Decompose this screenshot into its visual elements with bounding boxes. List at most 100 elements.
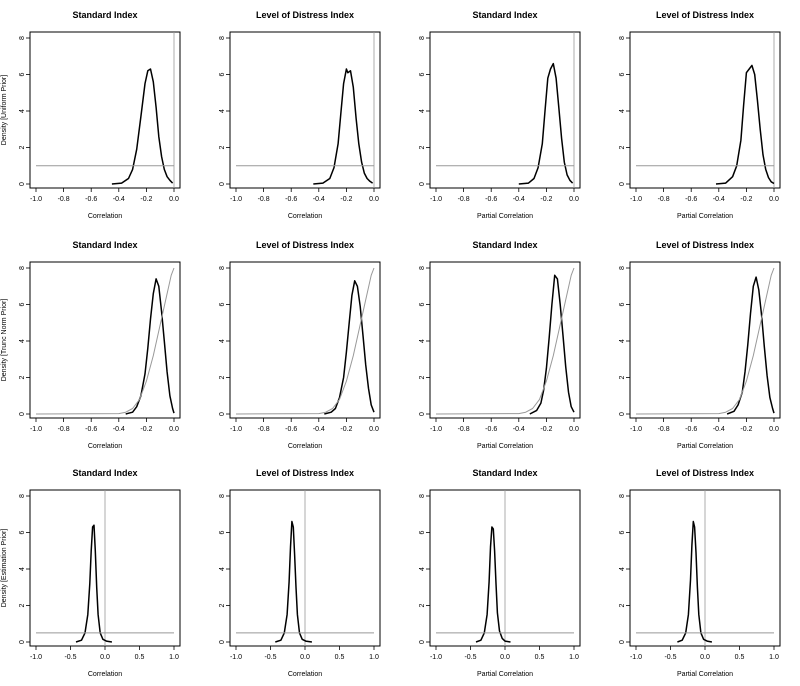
y-tick-label: 6	[619, 302, 626, 306]
posterior-density-line	[726, 276, 775, 415]
y-tick-label: 8	[419, 36, 426, 40]
posterior-density-line	[75, 524, 113, 643]
y-tick-label: 2	[219, 145, 226, 149]
y-tick-label: 2	[19, 145, 26, 149]
y-tick-label: 2	[419, 375, 426, 379]
x-tick-label: 0.0	[369, 196, 379, 203]
y-tick-label: 6	[219, 302, 226, 306]
x-tick-label: -0.8	[658, 196, 670, 203]
y-tick-label: 4	[19, 567, 26, 571]
plot-frame	[229, 31, 381, 189]
x-axis-label: Correlation	[288, 213, 322, 220]
y-tick-label: 4	[219, 339, 226, 343]
chart-title: Level of Distress Index	[656, 468, 754, 478]
x-tick-label: -0.8	[58, 196, 70, 203]
x-tick-label: -0.2	[740, 426, 752, 433]
chart-title: Level of Distress Index	[256, 468, 354, 478]
y-tick-label: 2	[619, 603, 626, 607]
y-tick-label: 4	[19, 109, 26, 113]
y-tick-label: 8	[19, 36, 26, 40]
y-tick-label: 0	[19, 182, 26, 186]
y-axis-label: Density [Uniform Prior]	[1, 75, 8, 145]
x-tick-label: -1.0	[430, 426, 442, 433]
y-tick-label: 2	[219, 603, 226, 607]
y-axis-label: Density [Trunc Norm Prior]	[1, 299, 8, 382]
posterior-density-line	[475, 526, 511, 643]
chart-title: Level of Distress Index	[256, 240, 354, 250]
x-axis-label: Partial Correlation	[477, 213, 533, 220]
x-tick-label: -1.0	[430, 196, 442, 203]
x-tick-label: 0.0	[569, 426, 579, 433]
prior-density-line	[635, 267, 775, 415]
y-tick-label: 8	[219, 36, 226, 40]
y-tick-label: 4	[19, 339, 26, 343]
x-axis-label: Partial Correlation	[677, 213, 733, 220]
chart-title: Standard Index	[72, 240, 137, 250]
chart-title: Standard Index	[72, 10, 137, 20]
x-tick-label: 0.0	[500, 654, 510, 661]
posterior-density-line	[275, 520, 313, 643]
y-tick-label: 2	[419, 145, 426, 149]
x-axis-label: Correlation	[288, 443, 322, 450]
x-tick-label: -0.2	[140, 196, 152, 203]
y-tick-label: 8	[419, 266, 426, 270]
y-tick-label: 4	[219, 109, 226, 113]
x-tick-label: -0.2	[340, 196, 352, 203]
x-tick-label: -0.8	[258, 196, 270, 203]
y-tick-label: 0	[219, 412, 226, 416]
x-tick-label: -1.0	[30, 426, 42, 433]
y-tick-label: 8	[19, 494, 26, 498]
x-tick-label: -1.0	[230, 654, 242, 661]
x-tick-label: -0.8	[458, 196, 470, 203]
x-tick-label: 0.0	[569, 196, 579, 203]
x-axis-label: Partial Correlation	[477, 443, 533, 450]
x-tick-label: -1.0	[630, 426, 642, 433]
y-tick-label: 8	[19, 266, 26, 270]
x-tick-label: 0.0	[769, 196, 779, 203]
chart-title: Standard Index	[472, 240, 537, 250]
posterior-density-line	[313, 68, 374, 185]
x-tick-label: -0.6	[85, 196, 97, 203]
y-tick-label: 2	[19, 603, 26, 607]
x-tick-label: -0.4	[713, 196, 725, 203]
y-tick-label: 8	[419, 494, 426, 498]
x-tick-label: -0.4	[113, 426, 125, 433]
posterior-density-line	[125, 278, 175, 415]
y-tick-label: 0	[419, 640, 426, 644]
x-tick-label: 0.0	[769, 426, 779, 433]
y-tick-label: 2	[19, 375, 26, 379]
y-tick-label: 4	[419, 567, 426, 571]
x-tick-label: 0.5	[535, 654, 545, 661]
y-tick-label: 4	[419, 109, 426, 113]
y-tick-label: 2	[619, 375, 626, 379]
x-tick-label: -1.0	[230, 426, 242, 433]
y-tick-label: 8	[219, 494, 226, 498]
x-tick-label: 1.0	[169, 654, 179, 661]
x-tick-label: -0.4	[513, 196, 525, 203]
plot-frame	[29, 31, 181, 189]
prior-density-line	[35, 267, 175, 415]
x-tick-label: 1.0	[769, 654, 779, 661]
x-tick-label: -0.4	[113, 196, 125, 203]
plot-frame	[29, 261, 181, 419]
x-tick-label: -0.8	[458, 426, 470, 433]
chart-title: Standard Index	[472, 10, 537, 20]
plot-frame	[229, 489, 381, 647]
y-tick-label: 0	[419, 182, 426, 186]
y-tick-label: 0	[219, 182, 226, 186]
chart-title: Level of Distress Index	[656, 240, 754, 250]
x-tick-label: 0.0	[700, 654, 710, 661]
x-tick-label: -0.5	[464, 654, 476, 661]
x-tick-label: -1.0	[30, 654, 42, 661]
chart-title: Standard Index	[72, 468, 137, 478]
x-tick-label: -1.0	[230, 196, 242, 203]
plot-frame	[629, 31, 781, 189]
y-tick-label: 2	[419, 603, 426, 607]
y-tick-label: 4	[619, 567, 626, 571]
